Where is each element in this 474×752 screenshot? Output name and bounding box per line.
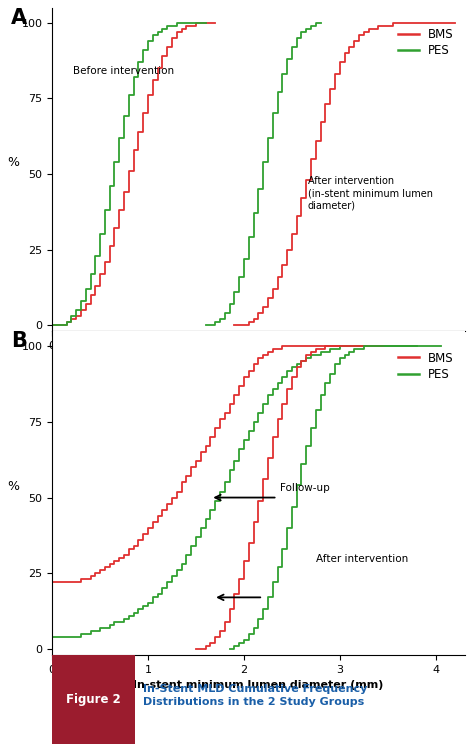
Text: After intervention: After intervention — [316, 554, 408, 564]
Legend: BMS, PES: BMS, PES — [393, 23, 459, 62]
Y-axis label: %: % — [7, 156, 19, 169]
Text: B: B — [11, 331, 27, 351]
X-axis label: Minimum lumen diameter (mm): Minimum lumen diameter (mm) — [160, 356, 357, 366]
Text: A: A — [11, 8, 27, 28]
Text: Figure 2: Figure 2 — [66, 693, 121, 706]
Text: Follow-up: Follow-up — [281, 483, 330, 493]
Text: After intervention
(in-stent minimum lumen
diameter): After intervention (in-stent minimum lum… — [308, 176, 433, 211]
Legend: BMS, PES: BMS, PES — [393, 347, 459, 386]
Y-axis label: %: % — [7, 480, 19, 493]
Text: In-Stent MLD Cumulative Frequency
Distributions in the 2 Study Groups: In-Stent MLD Cumulative Frequency Distri… — [143, 684, 367, 707]
Bar — [52, 655, 135, 744]
X-axis label: In-stent minimum lumen diameter (mm): In-stent minimum lumen diameter (mm) — [133, 680, 383, 690]
Text: Before intervention: Before intervention — [73, 65, 174, 76]
